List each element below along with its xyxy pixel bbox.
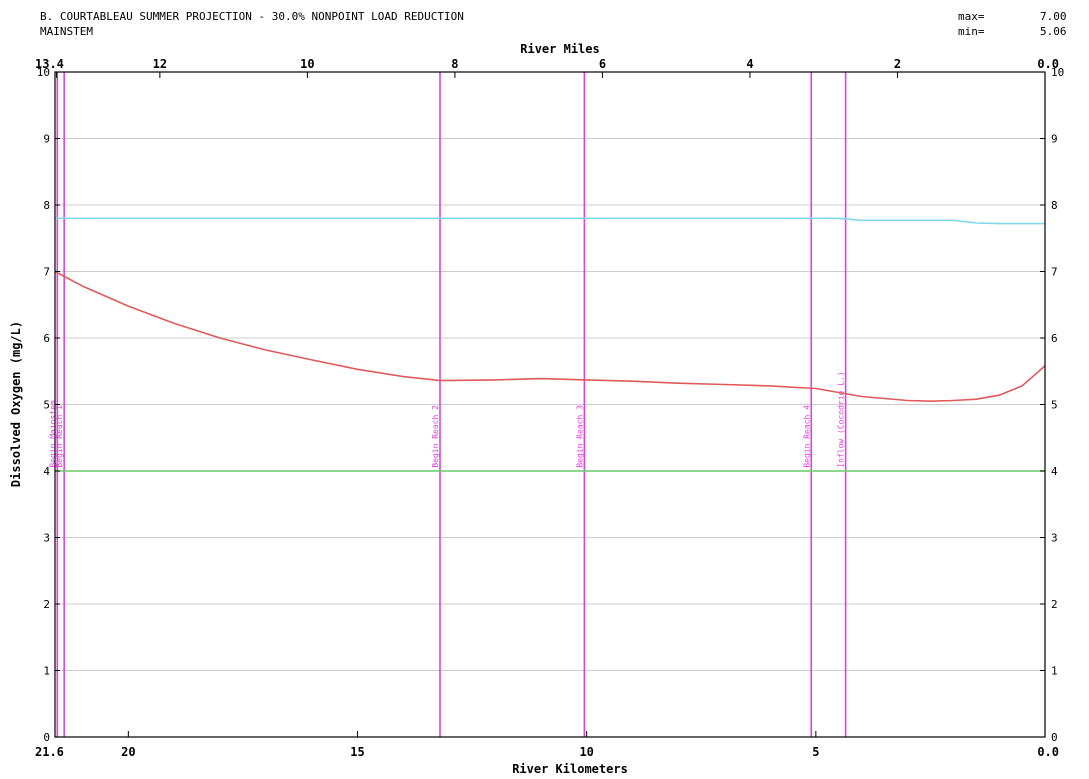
x-tick-label-km: 0.0 — [1037, 745, 1059, 759]
x-tick-label-km: 10 — [579, 745, 593, 759]
y-tick-label-left: 2 — [43, 598, 50, 611]
y-tick-label-right: 9 — [1051, 133, 1058, 146]
x-tick-label-km: 15 — [350, 745, 364, 759]
chart-title: B. COURTABLEAU SUMMER PROJECTION - 30.0%… — [40, 10, 464, 23]
y-tick-label-right: 8 — [1051, 199, 1058, 212]
x-tick-label-miles: 4 — [746, 57, 753, 71]
reach-marker-label: Begin Reach 4 — [802, 405, 811, 468]
reach-marker-label: Begin Reach 3 — [575, 405, 584, 468]
x-tick-label-miles: 12 — [153, 57, 167, 71]
min-value: 5.06 — [1040, 25, 1067, 38]
y-tick-label-left: 8 — [43, 199, 50, 212]
reach-marker-label: Begin Mainstem — [48, 400, 57, 468]
y-tick-label-left: 6 — [43, 332, 50, 345]
y-tick-label-right: 6 — [1051, 332, 1058, 345]
x-axis-label-miles: River Miles — [520, 42, 599, 56]
y-tick-label-right: 10 — [1051, 66, 1064, 79]
y-tick-label-right: 4 — [1051, 465, 1058, 478]
y-tick-label-right: 0 — [1051, 731, 1058, 744]
y-tick-label-left: 4 — [43, 465, 50, 478]
chart-subtitle: MAINSTEM — [40, 25, 93, 38]
x-tick-label-miles: 13.4 — [35, 57, 64, 71]
x-tick-label-km: 5 — [812, 745, 819, 759]
y-tick-label-right: 3 — [1051, 532, 1058, 545]
y-tick-label-right: 2 — [1051, 598, 1058, 611]
x-tick-label-miles: 6 — [599, 57, 606, 71]
saturation-line — [55, 217, 1045, 225]
series-lines — [54, 217, 1046, 472]
reach-marker-label: Begin Reach 1 — [55, 405, 64, 468]
y-tick-label-left: 9 — [43, 133, 50, 146]
y-tick-label-left: 3 — [43, 532, 50, 545]
y-tick-label-right: 1 — [1051, 665, 1058, 678]
x-tick-label-miles: 8 — [451, 57, 458, 71]
reach-marker-label: Begin Reach 2 — [431, 405, 440, 468]
min-label: min= — [958, 25, 985, 38]
y-tick-label-left: 7 — [43, 266, 50, 279]
x-tick-label-km: 20 — [121, 745, 135, 759]
max-label: max= — [958, 10, 985, 23]
reach-marker-label: Inflow (Cocodrie L.) — [837, 371, 846, 467]
y-axis-label: Dissolved Oxygen (mg/L) — [9, 321, 23, 487]
do-curve — [54, 270, 1046, 403]
y-tick-label-left: 0 — [43, 731, 50, 744]
y-tick-label-right: 5 — [1051, 399, 1058, 412]
grid-lines — [55, 138, 1045, 671]
y-tick-label-right: 7 — [1051, 266, 1058, 279]
x-tick-label-miles: 0.0 — [1037, 57, 1059, 71]
x-tick-label-miles: 2 — [894, 57, 901, 71]
y-tick-label-left: 10 — [37, 66, 50, 79]
y-tick-label-left: 1 — [43, 665, 50, 678]
x-tick-label-km: 21.6 — [35, 745, 64, 759]
x-axis-label-km: River Kilometers — [512, 762, 628, 776]
x-tick-label-miles: 10 — [300, 57, 314, 71]
y-tick-label-left: 5 — [43, 399, 50, 412]
max-value: 7.00 — [1040, 10, 1067, 23]
